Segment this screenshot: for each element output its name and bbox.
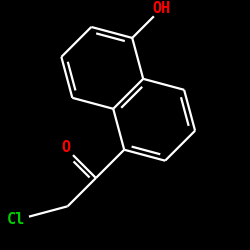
Text: OH: OH (152, 1, 171, 16)
Text: O: O (61, 140, 70, 155)
Text: Cl: Cl (7, 212, 26, 228)
